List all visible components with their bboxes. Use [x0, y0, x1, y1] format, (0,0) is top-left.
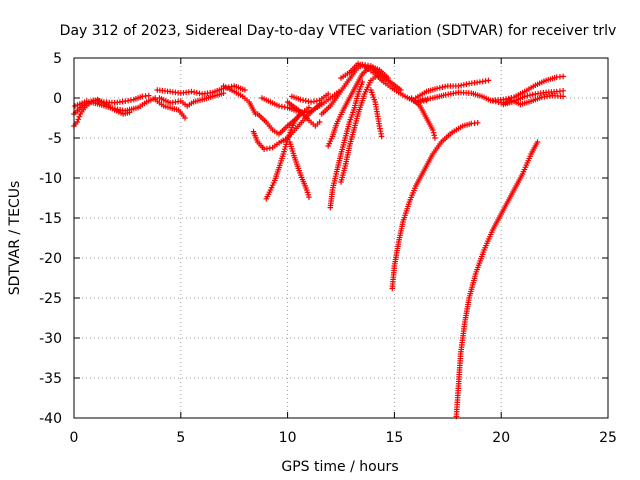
x-tick-label: 25	[599, 430, 617, 446]
axis-ticks	[73, 57, 609, 419]
plus-markers	[220, 83, 259, 117]
plus-markers	[156, 90, 227, 109]
plus-markers	[506, 92, 566, 108]
data-series-arc-05	[156, 90, 227, 109]
y-axis-title: SDTVAR / TECUs	[7, 181, 23, 296]
y-tick-label: -35	[39, 371, 62, 387]
x-tick-label: 10	[279, 430, 297, 446]
plus-markers	[72, 95, 158, 114]
data-series-arc-12	[286, 139, 312, 200]
data-series-arc-20	[368, 87, 385, 140]
data-layer	[71, 60, 566, 420]
plus-markers	[453, 139, 541, 420]
plus-markers	[152, 96, 188, 121]
plot-frame	[73, 57, 609, 419]
plus-markers	[154, 83, 248, 97]
data-series-arc-14	[289, 91, 331, 105]
x-axis-title: GPS time / hours	[281, 459, 398, 475]
data-series-arc-15	[327, 79, 366, 211]
plus-markers	[284, 99, 323, 129]
y-tick-label: -25	[39, 291, 62, 307]
y-tick-label: -10	[39, 171, 62, 187]
plus-markers	[338, 71, 383, 185]
x-tick-label: 15	[385, 430, 403, 446]
y-tick-label: -40	[39, 411, 62, 427]
data-series-arc-16	[338, 71, 383, 185]
y-tick-label: -15	[39, 211, 62, 227]
x-tick-label: 20	[492, 430, 510, 446]
plus-markers	[327, 79, 366, 211]
data-series-arc-26	[489, 73, 566, 104]
plus-markers	[289, 91, 331, 105]
data-series-arc-22	[389, 120, 481, 292]
plus-markers	[389, 120, 481, 292]
plus-markers	[286, 139, 312, 200]
x-tick-labels: 0 5 10 15 20 25	[70, 430, 617, 446]
data-series-arc-23	[453, 139, 541, 420]
data-series-arc-07	[220, 83, 259, 117]
y-tick-label: -5	[48, 131, 62, 147]
plus-markers	[338, 60, 430, 105]
plus-markers	[408, 95, 438, 141]
y-tick-label: 5	[53, 51, 62, 67]
y-tick-label: -30	[39, 331, 62, 347]
plus-markers	[412, 77, 492, 101]
plus-markers	[263, 110, 304, 202]
chart-title: Day 312 of 2023, Sidereal Day-to-day VTE…	[60, 23, 617, 39]
data-series-arc-25	[417, 89, 515, 106]
data-series-arc-06	[152, 96, 188, 121]
y-tick-label: -20	[39, 251, 62, 267]
data-series-arc-11	[263, 110, 304, 202]
data-series-arc-28	[506, 92, 566, 108]
data-series-arc-04	[154, 83, 248, 97]
plus-markers	[368, 87, 385, 140]
y-tick-labels: 5 0 -5 -10 -15 -20 -25 -30 -35 -40	[39, 51, 62, 427]
data-series-arc-24	[412, 77, 492, 101]
x-tick-label: 5	[176, 430, 185, 446]
plus-markers	[489, 73, 566, 104]
data-series-arc-13	[284, 99, 323, 129]
y-tick-label: 0	[53, 91, 62, 107]
data-series-arc-02	[71, 92, 152, 117]
plus-markers	[71, 92, 152, 117]
data-series-arc-21	[408, 95, 438, 141]
x-tick-label: 0	[70, 430, 79, 446]
data-series-arc-19	[338, 60, 430, 105]
plus-markers	[417, 89, 515, 106]
data-series-arc-03	[72, 95, 158, 114]
